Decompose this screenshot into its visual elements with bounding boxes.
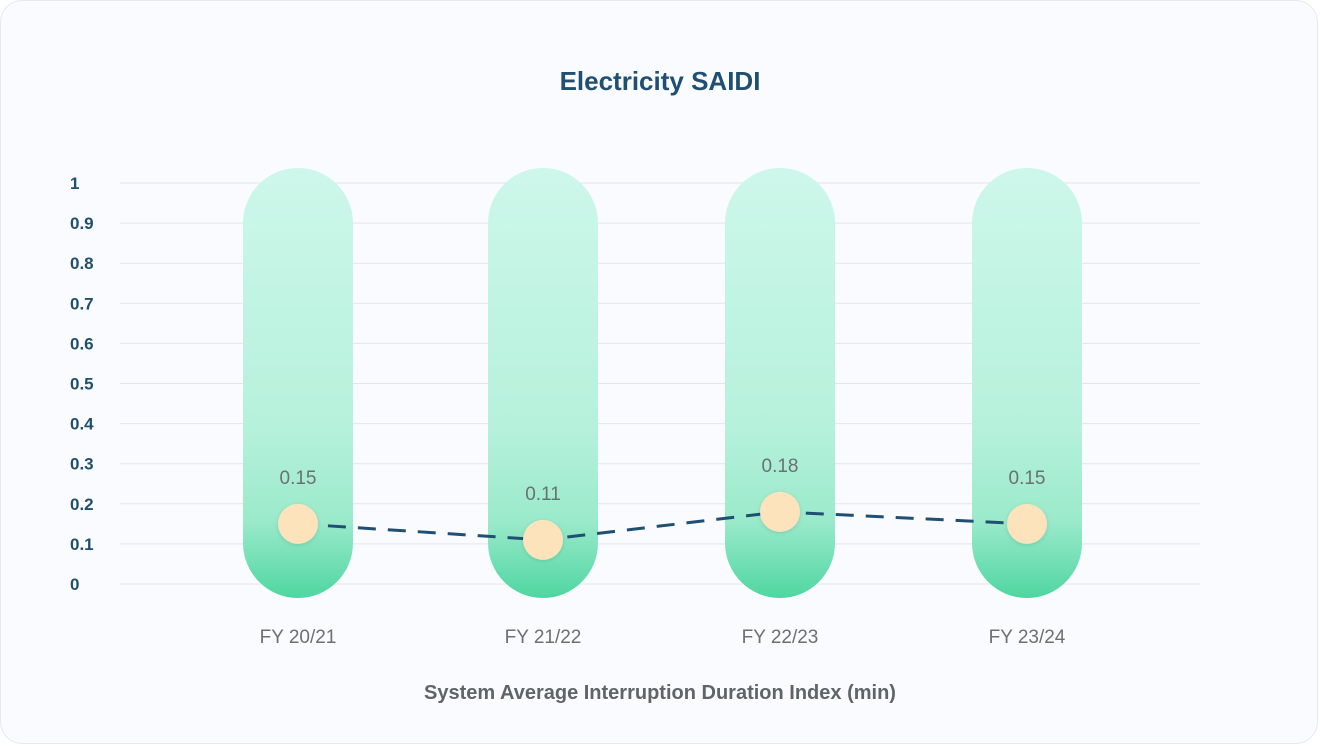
chart-subtitle: System Average Interruption Duration Ind… [424,682,896,704]
y-tick-label: 0.8 [70,254,94,273]
y-tick-label: 0.4 [70,415,94,434]
x-tick-label: FY 22/23 [742,627,819,648]
category-pill [725,168,835,598]
data-point [523,519,563,560]
y-tick-label: 0.9 [70,214,94,233]
y-tick-label: 0.1 [70,535,94,554]
category-pill [243,168,353,598]
y-tick-label: 0.5 [70,375,94,394]
series-line-path [297,510,1028,542]
category-pill [488,168,598,598]
x-axis: FY 20/21 FY 21/22 FY 22/23 FY 23/24 [260,627,1066,648]
data-labels: 0.15 0.11 0.18 0.15 [280,456,1046,505]
category-pills [243,168,1082,598]
series-line [297,510,1028,542]
y-tick-label: 1 [70,174,79,193]
x-tick-label: FY 21/22 [505,627,582,648]
x-tick-label: FY 23/24 [989,627,1066,648]
y-tick-label: 0.2 [70,495,94,514]
data-point [760,491,800,532]
data-label: 0.15 [280,468,317,489]
data-label: 0.11 [525,484,561,505]
x-tick-label: FY 20/21 [260,627,337,648]
data-point [278,503,318,544]
data-label: 0.18 [762,456,799,477]
y-axis: 0 0.1 0.2 0.3 0.4 0.5 0.6 0.7 0.8 0.9 1 [70,174,94,594]
series-points [278,491,1047,560]
data-label: 0.15 [1009,468,1046,489]
y-tick-label: 0.6 [70,334,94,353]
category-pill [972,168,1082,598]
y-tick-label: 0 [70,575,79,594]
data-point [1007,503,1047,544]
chart-title: Electricity SAIDI [559,66,761,96]
y-tick-label: 0.3 [70,455,94,474]
y-tick-label: 0.7 [70,294,94,313]
